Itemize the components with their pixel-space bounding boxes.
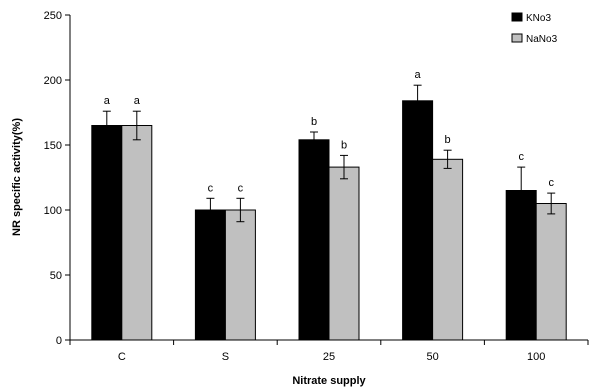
legend-label: KNo3 <box>526 13 551 24</box>
bars: a c b a c a c b b c <box>91 69 567 341</box>
legend-label: NaNo3 <box>526 34 558 45</box>
x-tick-label: S <box>222 351 229 363</box>
bar-kno3-100 <box>505 190 537 341</box>
y-tick-label: 250 <box>44 10 62 22</box>
bar-nano3-S <box>224 209 256 341</box>
legend-swatch <box>511 12 523 22</box>
y-tick-label: 150 <box>44 140 62 152</box>
x-axis-title: Nitrate supply <box>292 375 366 387</box>
y-tick-label: 0 <box>56 335 62 347</box>
y-tick-label: 200 <box>44 75 62 87</box>
significance-label: c <box>548 177 554 189</box>
y-tick-label: 50 <box>50 270 62 282</box>
y-axis-title: NR specific activity(%) <box>11 118 23 236</box>
significance-label: b <box>311 116 317 128</box>
significance-label: a <box>415 69 422 81</box>
legend: KNo3 NaNo3 <box>511 12 558 45</box>
x-tick-label: 25 <box>323 351 335 363</box>
x-tick-label: 100 <box>527 351 545 363</box>
bar-kno3-C <box>91 125 123 341</box>
legend-swatch <box>511 33 523 43</box>
significance-label: a <box>104 95 111 107</box>
bar-nano3-100 <box>535 203 567 341</box>
significance-label: b <box>445 134 451 146</box>
x-axis: C S 25 50 100 <box>69 339 589 363</box>
significance-label: c <box>208 182 214 194</box>
y-axis: 0 50 100 150 200 250 <box>44 10 71 347</box>
significance-label: a <box>134 95 141 107</box>
bar-kno3-25 <box>298 139 330 341</box>
bar-nano3-25 <box>328 166 360 341</box>
x-tick-label: 50 <box>426 351 438 363</box>
bar-kno3-S <box>194 209 226 341</box>
significance-label: c <box>518 151 524 163</box>
significance-label: b <box>341 139 347 151</box>
x-tick-label: C <box>118 351 126 363</box>
bar-nano3-50 <box>432 158 464 341</box>
y-tick-label: 100 <box>44 205 62 217</box>
bar-kno3-50 <box>402 100 434 341</box>
bar-nano3-C <box>121 125 153 341</box>
significance-label: c <box>238 182 244 194</box>
